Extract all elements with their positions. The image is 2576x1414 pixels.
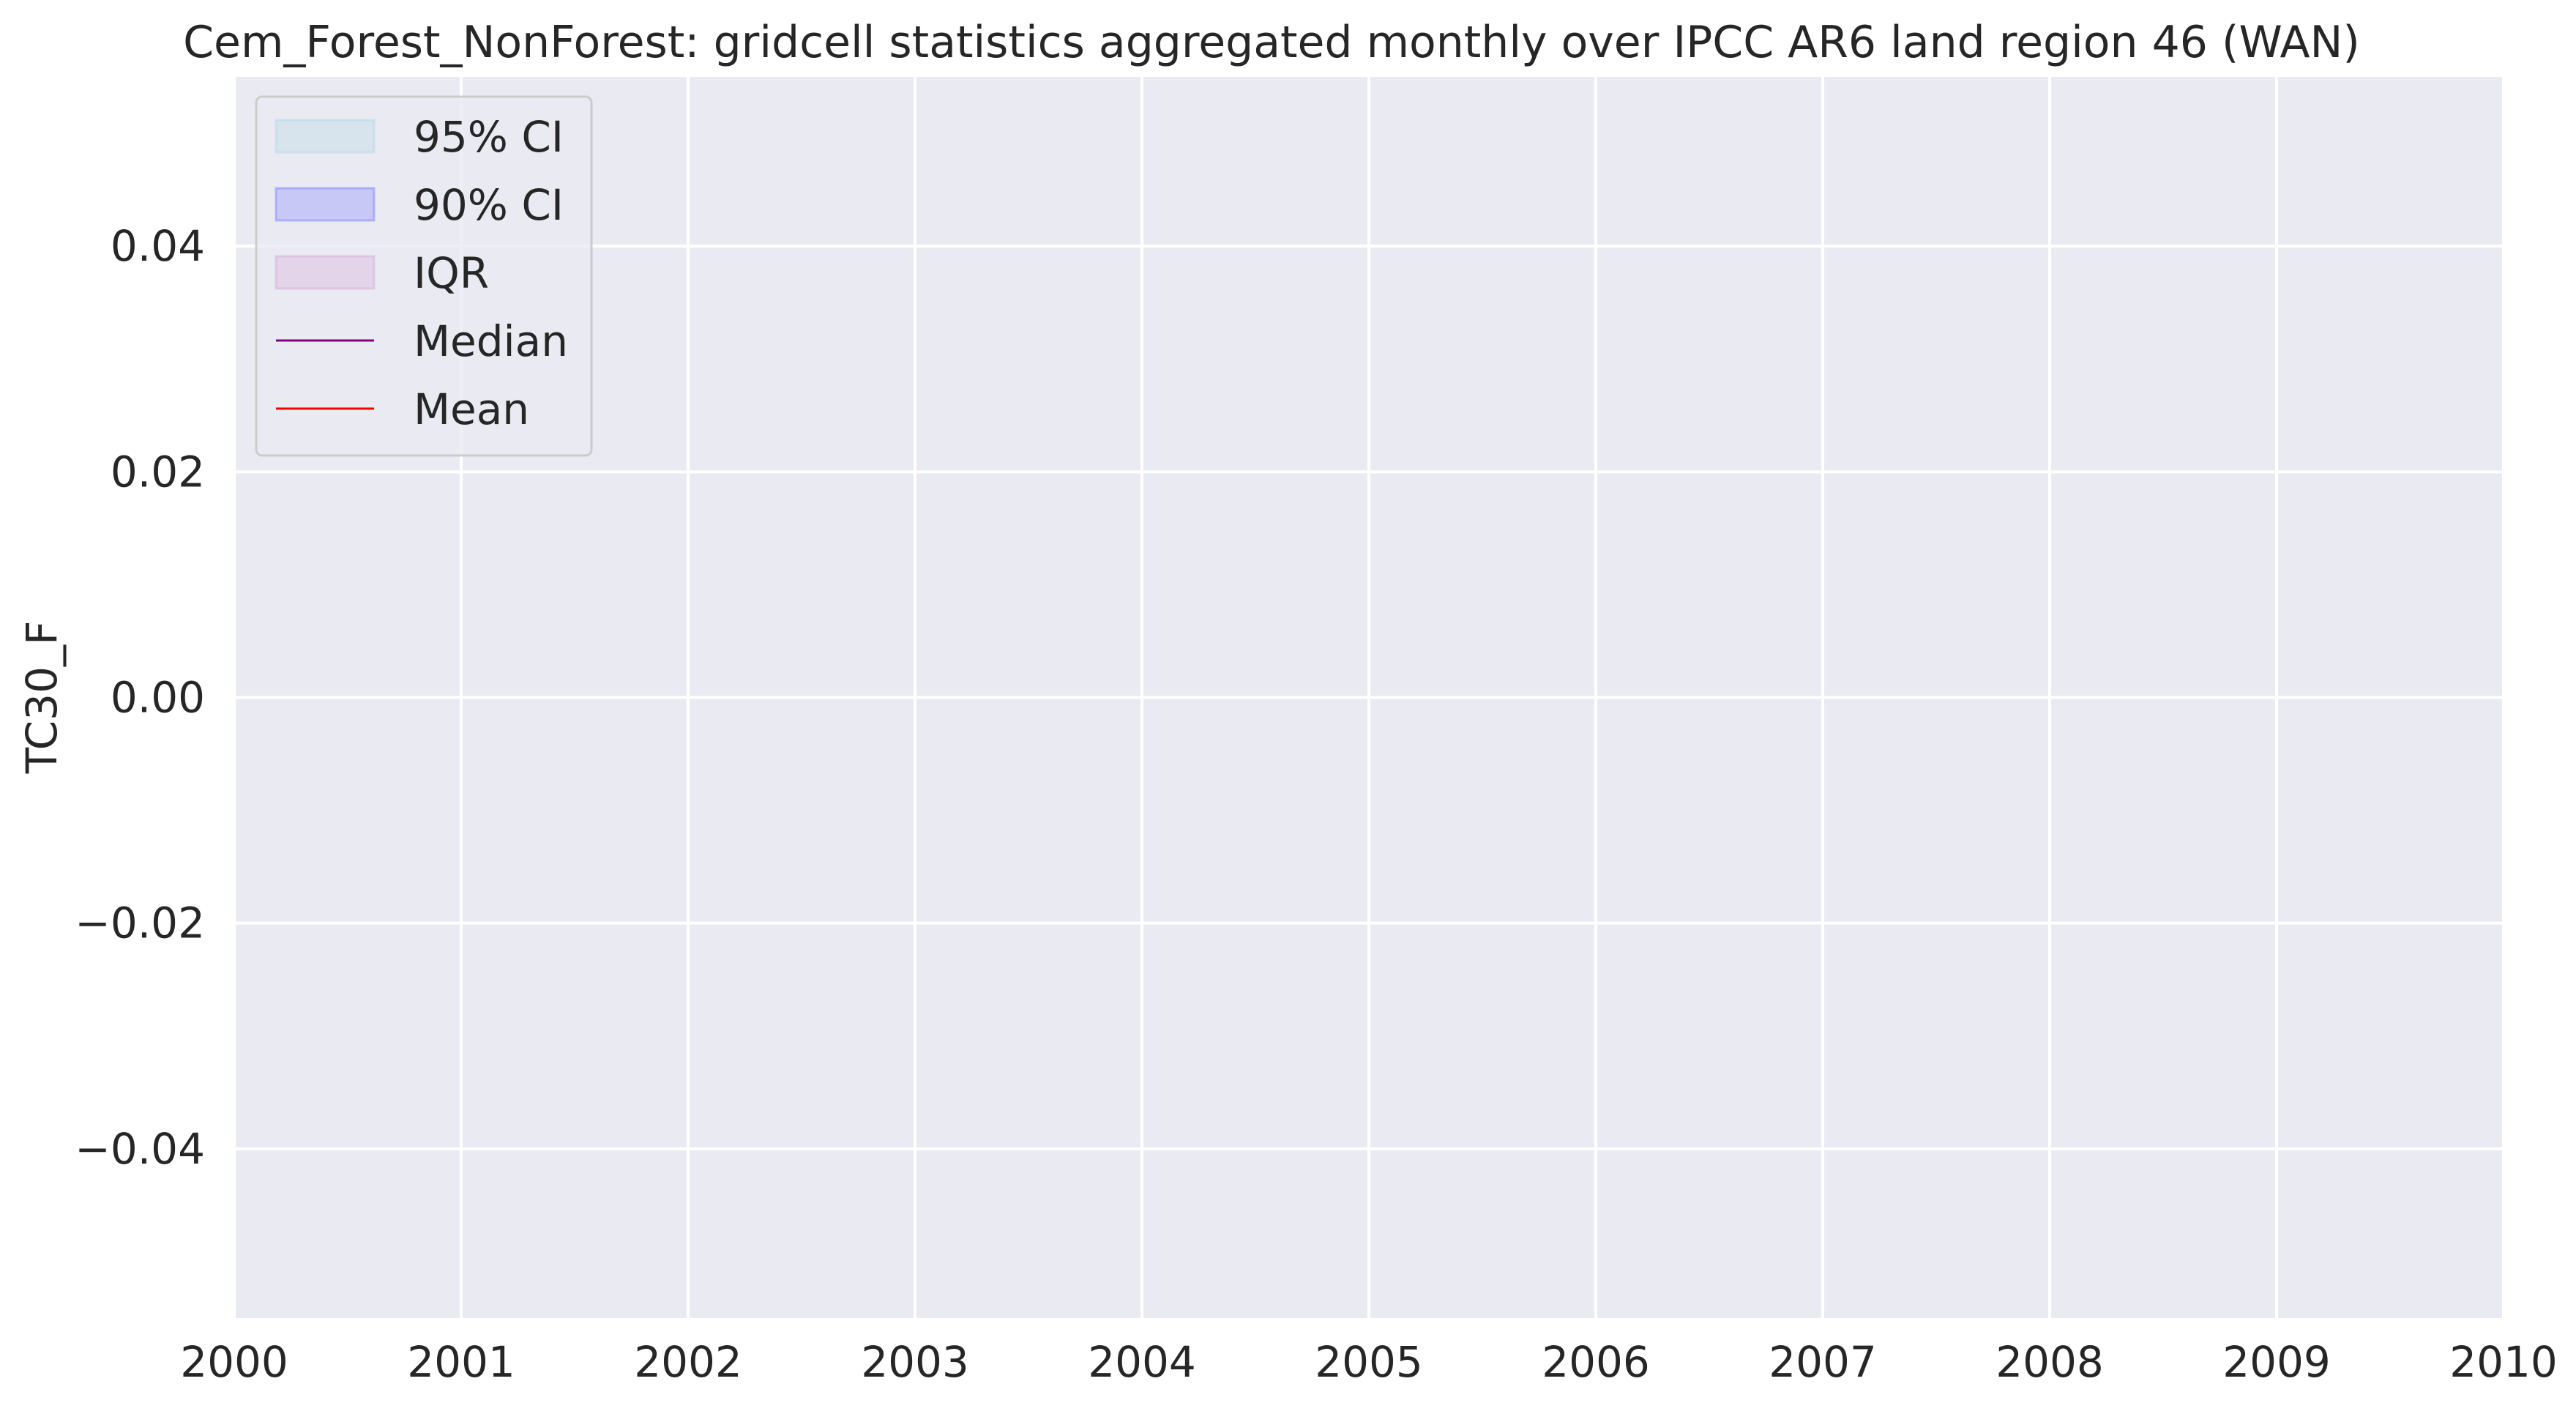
legend-swatch-band [275, 255, 376, 290]
legend-swatch-band [275, 119, 376, 154]
y-tick-label: 0.04 [111, 221, 205, 271]
legend: 95% CI 90% CI IQR Median Mean [255, 95, 593, 457]
x-tick-label: 2003 [861, 1337, 969, 1387]
x-tick-label: 2006 [1542, 1337, 1650, 1387]
y-tick-label: −0.04 [75, 1124, 205, 1174]
x-tick-label: 2008 [1996, 1337, 2104, 1387]
legend-label: Median [414, 316, 568, 366]
y-axis-ticks: 0.04 0.02 0.00 −0.02 −0.04 [75, 221, 205, 1174]
legend-entries: 95% CI 90% CI IQR Median Mean [275, 112, 568, 434]
x-tick-label: 2000 [180, 1337, 288, 1387]
y-tick-label: −0.02 [75, 898, 205, 948]
x-tick-label: 2005 [1315, 1337, 1423, 1387]
legend-swatch-band [275, 187, 376, 222]
x-tick-label: 2007 [1769, 1337, 1877, 1387]
y-tick-label: 0.00 [111, 673, 205, 723]
chart-title: Cem_Forest_NonForest: gridcell statistic… [183, 17, 2360, 68]
x-tick-label: 2010 [2449, 1337, 2558, 1387]
y-tick-label: 0.02 [111, 447, 205, 496]
legend-label: 90% CI [414, 180, 564, 230]
legend-label: 95% CI [414, 112, 564, 162]
legend-frame [255, 95, 593, 457]
y-axis-label: TC30_F [17, 621, 67, 775]
legend-label: Mean [414, 384, 529, 434]
grid-lines [233, 77, 2505, 1318]
x-tick-label: 2004 [1088, 1337, 1196, 1387]
x-tick-label: 2009 [2222, 1337, 2331, 1387]
x-axis-ticks: 2000 2001 2002 2003 2004 2005 2006 2007 2008 2009… [180, 1337, 2558, 1387]
legend-label: IQR [414, 248, 489, 298]
x-tick-label: 2001 [407, 1337, 515, 1387]
x-tick-label: 2002 [634, 1337, 742, 1387]
